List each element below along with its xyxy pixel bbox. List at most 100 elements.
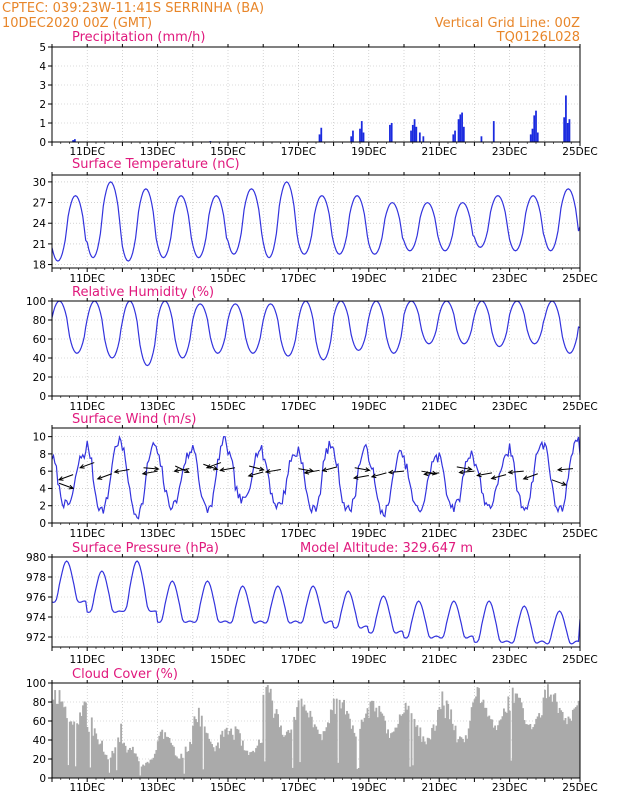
- cloud-bar: [486, 716, 489, 778]
- pressure-ytick-label: 980: [26, 552, 46, 564]
- cloud-bar: [109, 757, 112, 778]
- cloud-bar: [189, 741, 191, 778]
- cloud-bar: [450, 709, 453, 778]
- wind-vector-head: [370, 473, 377, 479]
- wind-vector-shaft: [551, 479, 567, 486]
- cloud-bar: [350, 728, 353, 778]
- precip-bar: [462, 126, 465, 142]
- wind-vector: [456, 466, 473, 472]
- wind-vector: [458, 469, 475, 475]
- pressure-xtick-label: 13DEC: [140, 654, 175, 666]
- cloud-bar: [255, 748, 257, 778]
- cloud-bar: [315, 726, 318, 778]
- cloud-bar: [307, 717, 310, 778]
- cloud-bar: [244, 750, 247, 778]
- cloud-bar: [52, 699, 55, 778]
- temp-ytick-label: 21: [33, 239, 46, 251]
- wind-vector: [57, 474, 74, 481]
- cloud-bar: [429, 739, 432, 778]
- precip-bar: [320, 127, 323, 142]
- cloud-xtick-label: 23DEC: [492, 782, 527, 794]
- wind-vector-shaft: [174, 465, 190, 473]
- precip-xtick-label: 19DEC: [351, 146, 386, 158]
- cloud-bar: [437, 709, 439, 778]
- cloud-bar: [187, 750, 190, 778]
- rh-xtick-label: 19DEC: [351, 401, 386, 413]
- cloud-bar: [277, 714, 279, 778]
- cloud-bar: [178, 758, 181, 778]
- cloud-bar: [123, 742, 125, 778]
- cloud-bar: [268, 692, 271, 778]
- cloud-bar: [489, 719, 492, 778]
- wind-title: Surface Wind (m/s): [72, 412, 196, 427]
- precip-bar: [459, 114, 462, 142]
- wind-vector: [507, 469, 524, 475]
- cloud-bar: [564, 718, 567, 778]
- wind-vector-head: [423, 471, 429, 477]
- rh-ytick-label: 0: [39, 391, 46, 403]
- cloud-bar: [488, 715, 491, 778]
- cloud-bar: [152, 757, 155, 778]
- cloud-bar: [80, 715, 83, 778]
- cloud-bar: [428, 738, 431, 778]
- wind-vector: [219, 467, 236, 473]
- cloud-bar: [404, 702, 407, 778]
- cloud-bar: [250, 751, 253, 778]
- cloud-bar: [525, 724, 527, 778]
- cloud-bar: [478, 688, 480, 778]
- cloud-bar: [517, 697, 520, 778]
- cloud-bar: [168, 738, 171, 778]
- cloud-bar: [510, 760, 513, 778]
- precip-bar: [352, 130, 354, 142]
- cloud-bar: [281, 734, 284, 778]
- cloud-bar: [259, 743, 262, 778]
- cloud-bar: [233, 739, 235, 778]
- rh-series-line: [52, 301, 580, 367]
- cloud-bar: [137, 761, 140, 778]
- cloud-bar: [193, 716, 196, 778]
- wind-vector-head: [431, 470, 438, 476]
- cloud-bar: [167, 737, 169, 778]
- temp-xtick-label: 21DEC: [421, 273, 456, 285]
- cloud-bar: [291, 767, 294, 778]
- cloud-bar: [192, 725, 194, 778]
- wind-ytick-label: 0: [39, 518, 46, 530]
- cloud-bar: [555, 701, 558, 778]
- cloud-bar: [90, 717, 93, 778]
- precip-bar: [566, 123, 569, 142]
- cloud-bar: [272, 717, 275, 778]
- wind-series-line: [52, 434, 580, 520]
- precip-title: Precipitation (mm/h): [72, 30, 205, 45]
- pressure-xtick-label: 23DEC: [492, 654, 527, 666]
- wind-xtick-label: 17DEC: [281, 528, 316, 540]
- cloud-bar: [368, 717, 370, 778]
- cloud-bar: [206, 733, 209, 778]
- precip-bar: [563, 117, 566, 142]
- cloud-bar: [159, 731, 162, 778]
- cloud-bar: [124, 745, 127, 778]
- cloud-bar: [475, 696, 477, 778]
- wind-vector-head: [68, 484, 75, 490]
- precip-bar: [411, 124, 414, 142]
- cloud-bar: [143, 765, 146, 778]
- cloud-bar: [445, 700, 448, 778]
- rh-ytick-label: 60: [33, 334, 46, 346]
- cloud-bar: [247, 754, 250, 778]
- cloud-bar: [99, 743, 102, 778]
- cloud-bar: [466, 738, 469, 778]
- cloud-bar: [334, 713, 337, 778]
- cloud-title: Cloud Cover (%): [72, 667, 178, 682]
- cloud-bar: [397, 723, 400, 778]
- precip-bar: [533, 115, 536, 142]
- rh-plot: [52, 301, 580, 367]
- rh-xtick-label: 11DEC: [69, 401, 104, 413]
- cloud-bar: [331, 710, 334, 778]
- cloud-bar: [319, 734, 322, 778]
- cloud-bar: [297, 700, 300, 778]
- wind-vector-shaft: [304, 469, 320, 474]
- cloud-bar: [566, 724, 568, 778]
- cloud-bar: [536, 716, 539, 778]
- cloud-bar: [340, 708, 343, 778]
- cloud-bar: [448, 719, 451, 778]
- cloud-bar: [200, 715, 203, 778]
